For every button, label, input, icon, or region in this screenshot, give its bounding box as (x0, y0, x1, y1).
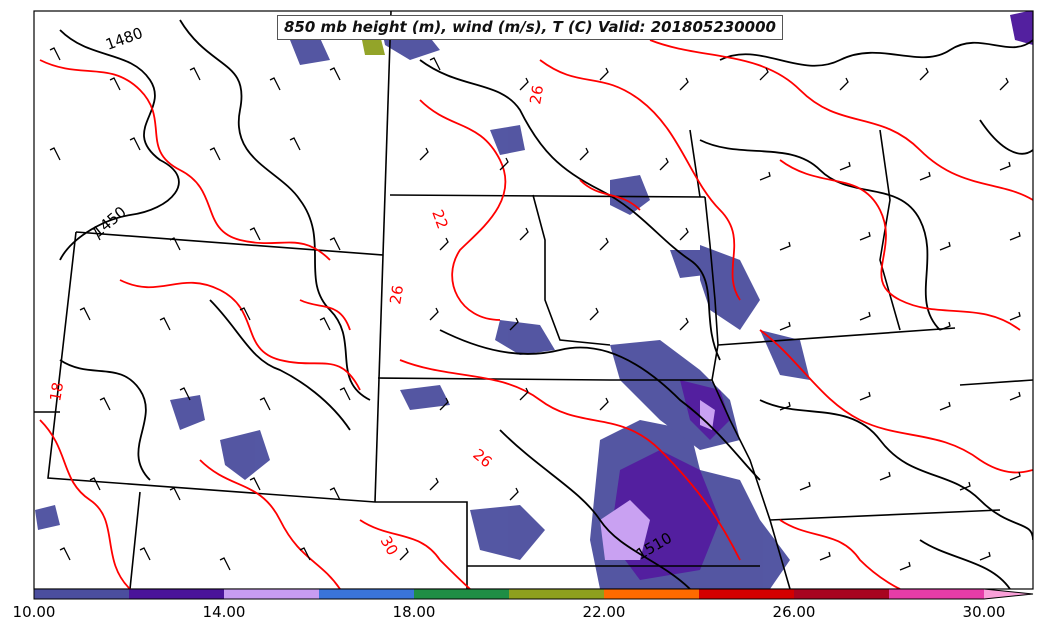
wind-barbs (49, 47, 1021, 571)
colorbar-segment (319, 589, 414, 599)
colorbar-segment (509, 589, 604, 599)
map-title: 850 mb height (m), wind (m/s), T (C) Val… (277, 15, 783, 40)
colorbar-tick-label: 30.00 (962, 603, 1006, 621)
colorbar-segment (794, 589, 889, 599)
colorbar-segment (889, 589, 984, 599)
colorbar-segment (129, 589, 224, 599)
colorbar-segment (604, 589, 699, 599)
temperature-label: 26 (526, 84, 547, 106)
colorbar-tick-label: 26.00 (772, 603, 816, 621)
temperature-label: 22 (428, 207, 451, 231)
colorbar-tick-label: 22.00 (582, 603, 626, 621)
colorbar-tick-label: 14.00 (202, 603, 246, 621)
colorbar-extend-arrow (984, 589, 1033, 599)
temperature-contours (39, 39, 1033, 589)
height-contours (59, 19, 1033, 589)
colorbar-tick-label: 18.00 (392, 603, 436, 621)
colorbar-tick-label: 10.00 (12, 603, 56, 621)
temperature-label: 18 (46, 381, 67, 403)
colorbar-segment (34, 589, 129, 599)
temperature-label: 26 (386, 284, 407, 306)
state-boundaries (34, 11, 1033, 589)
colorbar (33, 588, 1034, 600)
colorbar-segment (699, 589, 794, 599)
colorbar-outline (33, 588, 1034, 600)
colorbar-segment (414, 589, 509, 599)
plot-area (34, 11, 1033, 589)
colorbar-segment (224, 589, 319, 599)
